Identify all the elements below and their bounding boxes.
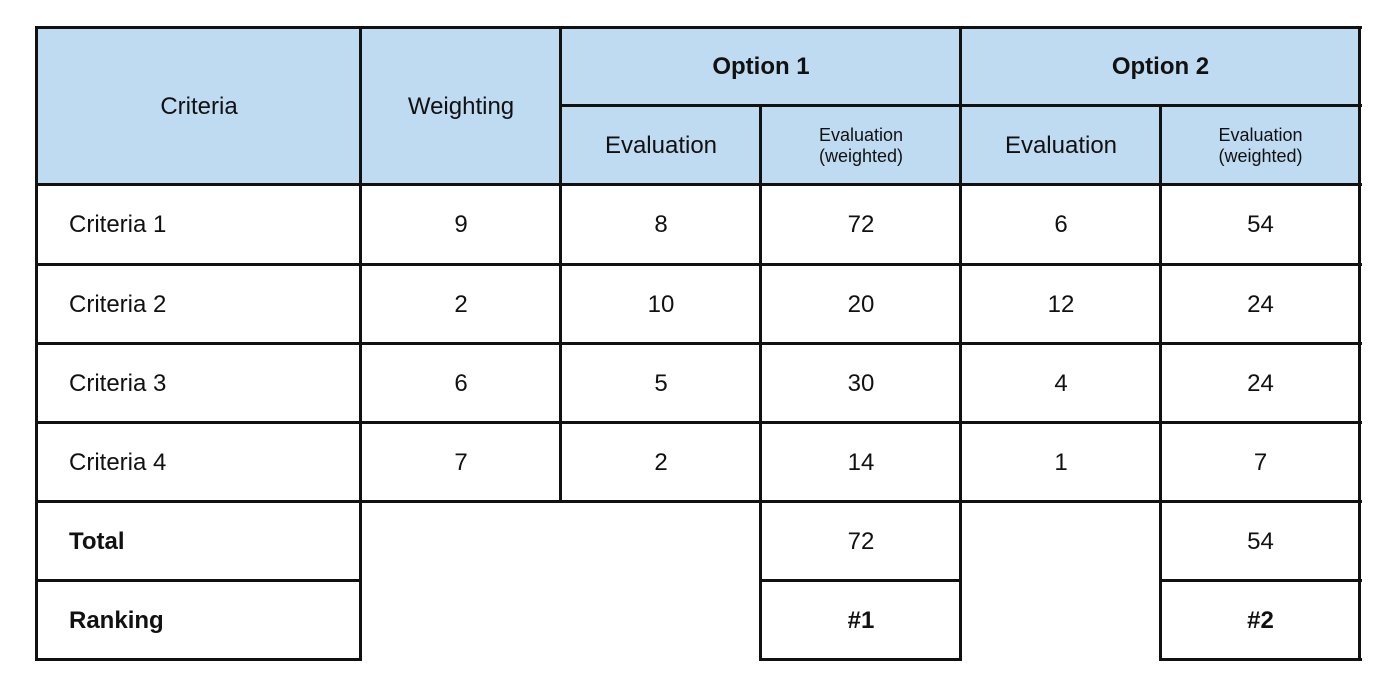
row-4-weight: 7 [361, 423, 561, 502]
evaluation-value: 6 [1054, 211, 1068, 239]
header-weighted-line2: (weighted) [818, 145, 904, 166]
grid-line [35, 579, 362, 582]
criteria-label: Criteria 3 [69, 369, 167, 397]
grid-line [35, 500, 1362, 503]
weighted-value: 72 [847, 211, 875, 239]
weighted-value: 54 [1247, 211, 1274, 239]
row-3-option-1-eval: 5 [561, 344, 761, 423]
evaluation-value: 5 [654, 369, 668, 397]
header-option-2-label: Option 2 [1111, 53, 1210, 81]
total-option-2: 54 [1161, 502, 1360, 581]
total-label-cell: Total [37, 502, 361, 581]
grid-line [35, 183, 1362, 186]
header-option-2: Option 2 [961, 28, 1360, 106]
weight-value: 9 [454, 211, 468, 239]
header-option-1: Option 1 [561, 28, 961, 106]
weighted-value: 14 [847, 448, 875, 476]
criteria-label: Criteria 1 [69, 211, 167, 239]
grid-line [1159, 104, 1162, 661]
total-value: 54 [1247, 527, 1274, 555]
header-weighted-line1: Evaluation [1218, 124, 1303, 145]
row-2-weight: 2 [361, 265, 561, 344]
weight-value: 2 [454, 290, 468, 318]
evaluation-value: 1 [1054, 448, 1068, 476]
grid-line [35, 421, 1362, 424]
evaluation-value: 2 [654, 448, 668, 476]
header-criteria-label: Criteria [160, 92, 238, 120]
grid-line [1358, 26, 1361, 661]
header-weighting: Weighting [361, 28, 561, 185]
ranking-label-cell: Ranking [37, 581, 361, 660]
header-option-2-evaluation: Evaluation [961, 106, 1161, 185]
evaluation-value: 8 [654, 211, 668, 239]
weight-value: 6 [454, 369, 468, 397]
header-evaluation-label: Evaluation [1004, 131, 1118, 159]
header-option-2-weighted: Evaluation (weighted) [1161, 106, 1360, 185]
criteria-label: Criteria 2 [69, 290, 167, 318]
row-1-weight: 9 [361, 185, 561, 265]
grid-line [359, 26, 362, 661]
grid-line [959, 26, 962, 661]
row-4-option-2-weighted: 7 [1161, 423, 1360, 502]
grid-line [35, 263, 1362, 266]
weighted-value: 30 [847, 369, 875, 397]
header-option-1-evaluation: Evaluation [561, 106, 761, 185]
weighted-value: 20 [847, 290, 875, 318]
grid-line [35, 26, 38, 661]
total-option-1: 72 [761, 502, 961, 581]
grid-line [559, 26, 562, 503]
row-3-option-2-eval: 4 [961, 344, 1161, 423]
row-1-criteria: Criteria 1 [37, 185, 361, 265]
row-4-option-1-eval: 2 [561, 423, 761, 502]
ranking-label: Ranking [69, 606, 164, 634]
evaluation-value: 4 [1054, 369, 1068, 397]
grid-line [35, 26, 1362, 29]
row-1-option-2-eval: 6 [961, 185, 1161, 265]
row-4-option-2-eval: 1 [961, 423, 1161, 502]
grid-line [35, 658, 362, 661]
header-weighted-line1: Evaluation [818, 124, 904, 145]
total-value: 72 [847, 527, 875, 555]
grid-line [1159, 579, 1362, 582]
evaluation-value: 10 [647, 290, 675, 318]
header-option-1-weighted: Evaluation (weighted) [761, 106, 961, 185]
total-label: Total [69, 527, 125, 555]
grid-line [759, 658, 962, 661]
header-option-1-label: Option 1 [712, 53, 810, 81]
row-3-option-1-weighted: 30 [761, 344, 961, 423]
row-2-option-1-weighted: 20 [761, 265, 961, 344]
header-criteria: Criteria [37, 28, 361, 185]
row-2-option-2-eval: 12 [961, 265, 1161, 344]
row-4-option-1-weighted: 14 [761, 423, 961, 502]
row-1-option-2-weighted: 54 [1161, 185, 1360, 265]
row-2-option-2-weighted: 24 [1161, 265, 1360, 344]
ranking-value: #1 [847, 606, 875, 634]
row-3-criteria: Criteria 3 [37, 344, 361, 423]
grid-line [759, 104, 762, 661]
weighted-value: 7 [1253, 448, 1268, 476]
weight-value: 7 [454, 448, 468, 476]
criteria-label: Criteria 4 [69, 448, 167, 476]
row-1-option-1-weighted: 72 [761, 185, 961, 265]
ranking-value: #2 [1247, 606, 1274, 634]
header-weighted-line2: (weighted) [1218, 145, 1303, 166]
row-4-criteria: Criteria 4 [37, 423, 361, 502]
ranking-option-1: #1 [761, 581, 961, 660]
header-weighting-label: Weighting [407, 92, 515, 120]
grid-line [35, 342, 1362, 345]
row-3-option-2-weighted: 24 [1161, 344, 1360, 423]
weighted-value: 24 [1247, 369, 1274, 397]
grid-line [759, 579, 962, 582]
evaluation-value: 12 [1047, 290, 1075, 318]
weighted-value: 24 [1247, 290, 1274, 318]
row-2-criteria: Criteria 2 [37, 265, 361, 344]
ranking-option-2: #2 [1161, 581, 1360, 660]
grid-line [1159, 658, 1362, 661]
row-1-option-1-eval: 8 [561, 185, 761, 265]
row-3-weight: 6 [361, 344, 561, 423]
header-evaluation-label: Evaluation [604, 131, 718, 159]
row-2-option-1-eval: 10 [561, 265, 761, 344]
